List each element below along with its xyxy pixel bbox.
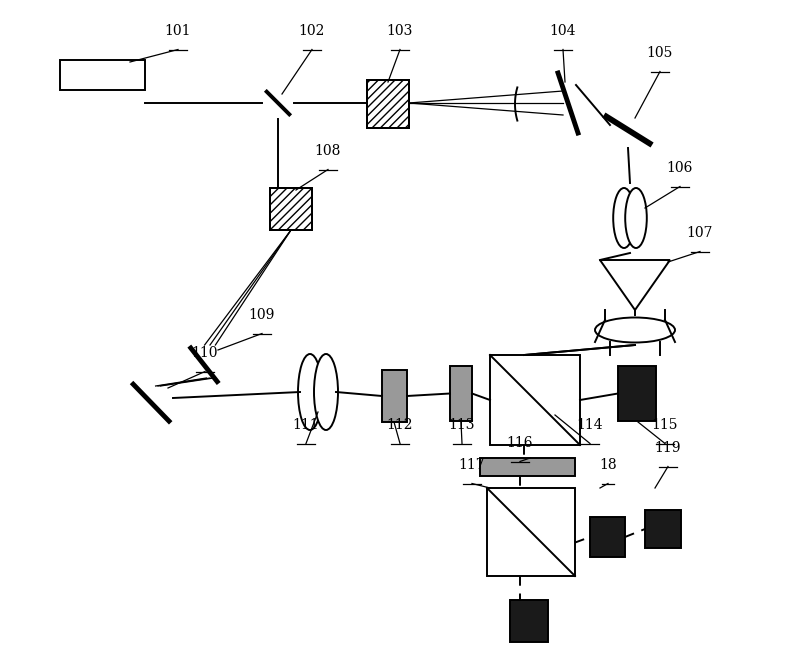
Bar (382, 370, 407, 422)
Ellipse shape (314, 354, 338, 430)
Text: 102: 102 (299, 24, 325, 38)
Bar (270, 188, 312, 230)
Ellipse shape (614, 188, 635, 248)
Ellipse shape (298, 354, 322, 430)
Text: 114: 114 (577, 418, 603, 432)
Bar (510, 600, 548, 642)
Text: 105: 105 (647, 46, 673, 60)
Text: 119: 119 (654, 441, 682, 455)
Bar (367, 80, 409, 128)
Text: 106: 106 (667, 161, 693, 175)
Text: 104: 104 (550, 24, 576, 38)
Text: 108: 108 (315, 144, 341, 158)
Bar (60, 60, 145, 90)
Text: 113: 113 (449, 418, 475, 432)
Bar (487, 488, 575, 576)
Bar (450, 366, 472, 421)
Text: 117: 117 (458, 458, 486, 472)
Text: 18: 18 (599, 458, 617, 472)
Text: 110: 110 (192, 346, 218, 360)
Bar (490, 355, 580, 445)
Text: 101: 101 (165, 24, 191, 38)
Bar (645, 510, 681, 548)
Text: 115: 115 (652, 418, 678, 432)
Text: 116: 116 (506, 436, 534, 450)
Bar (367, 80, 409, 128)
Text: 107: 107 (686, 226, 714, 240)
Text: 103: 103 (387, 24, 413, 38)
Bar (480, 458, 575, 476)
Text: 109: 109 (249, 308, 275, 322)
Bar (618, 366, 656, 421)
Bar (590, 517, 625, 557)
Text: 112: 112 (386, 418, 414, 432)
Text: 111: 111 (293, 418, 319, 432)
Ellipse shape (595, 318, 675, 343)
Ellipse shape (626, 188, 646, 248)
Bar (270, 188, 312, 230)
